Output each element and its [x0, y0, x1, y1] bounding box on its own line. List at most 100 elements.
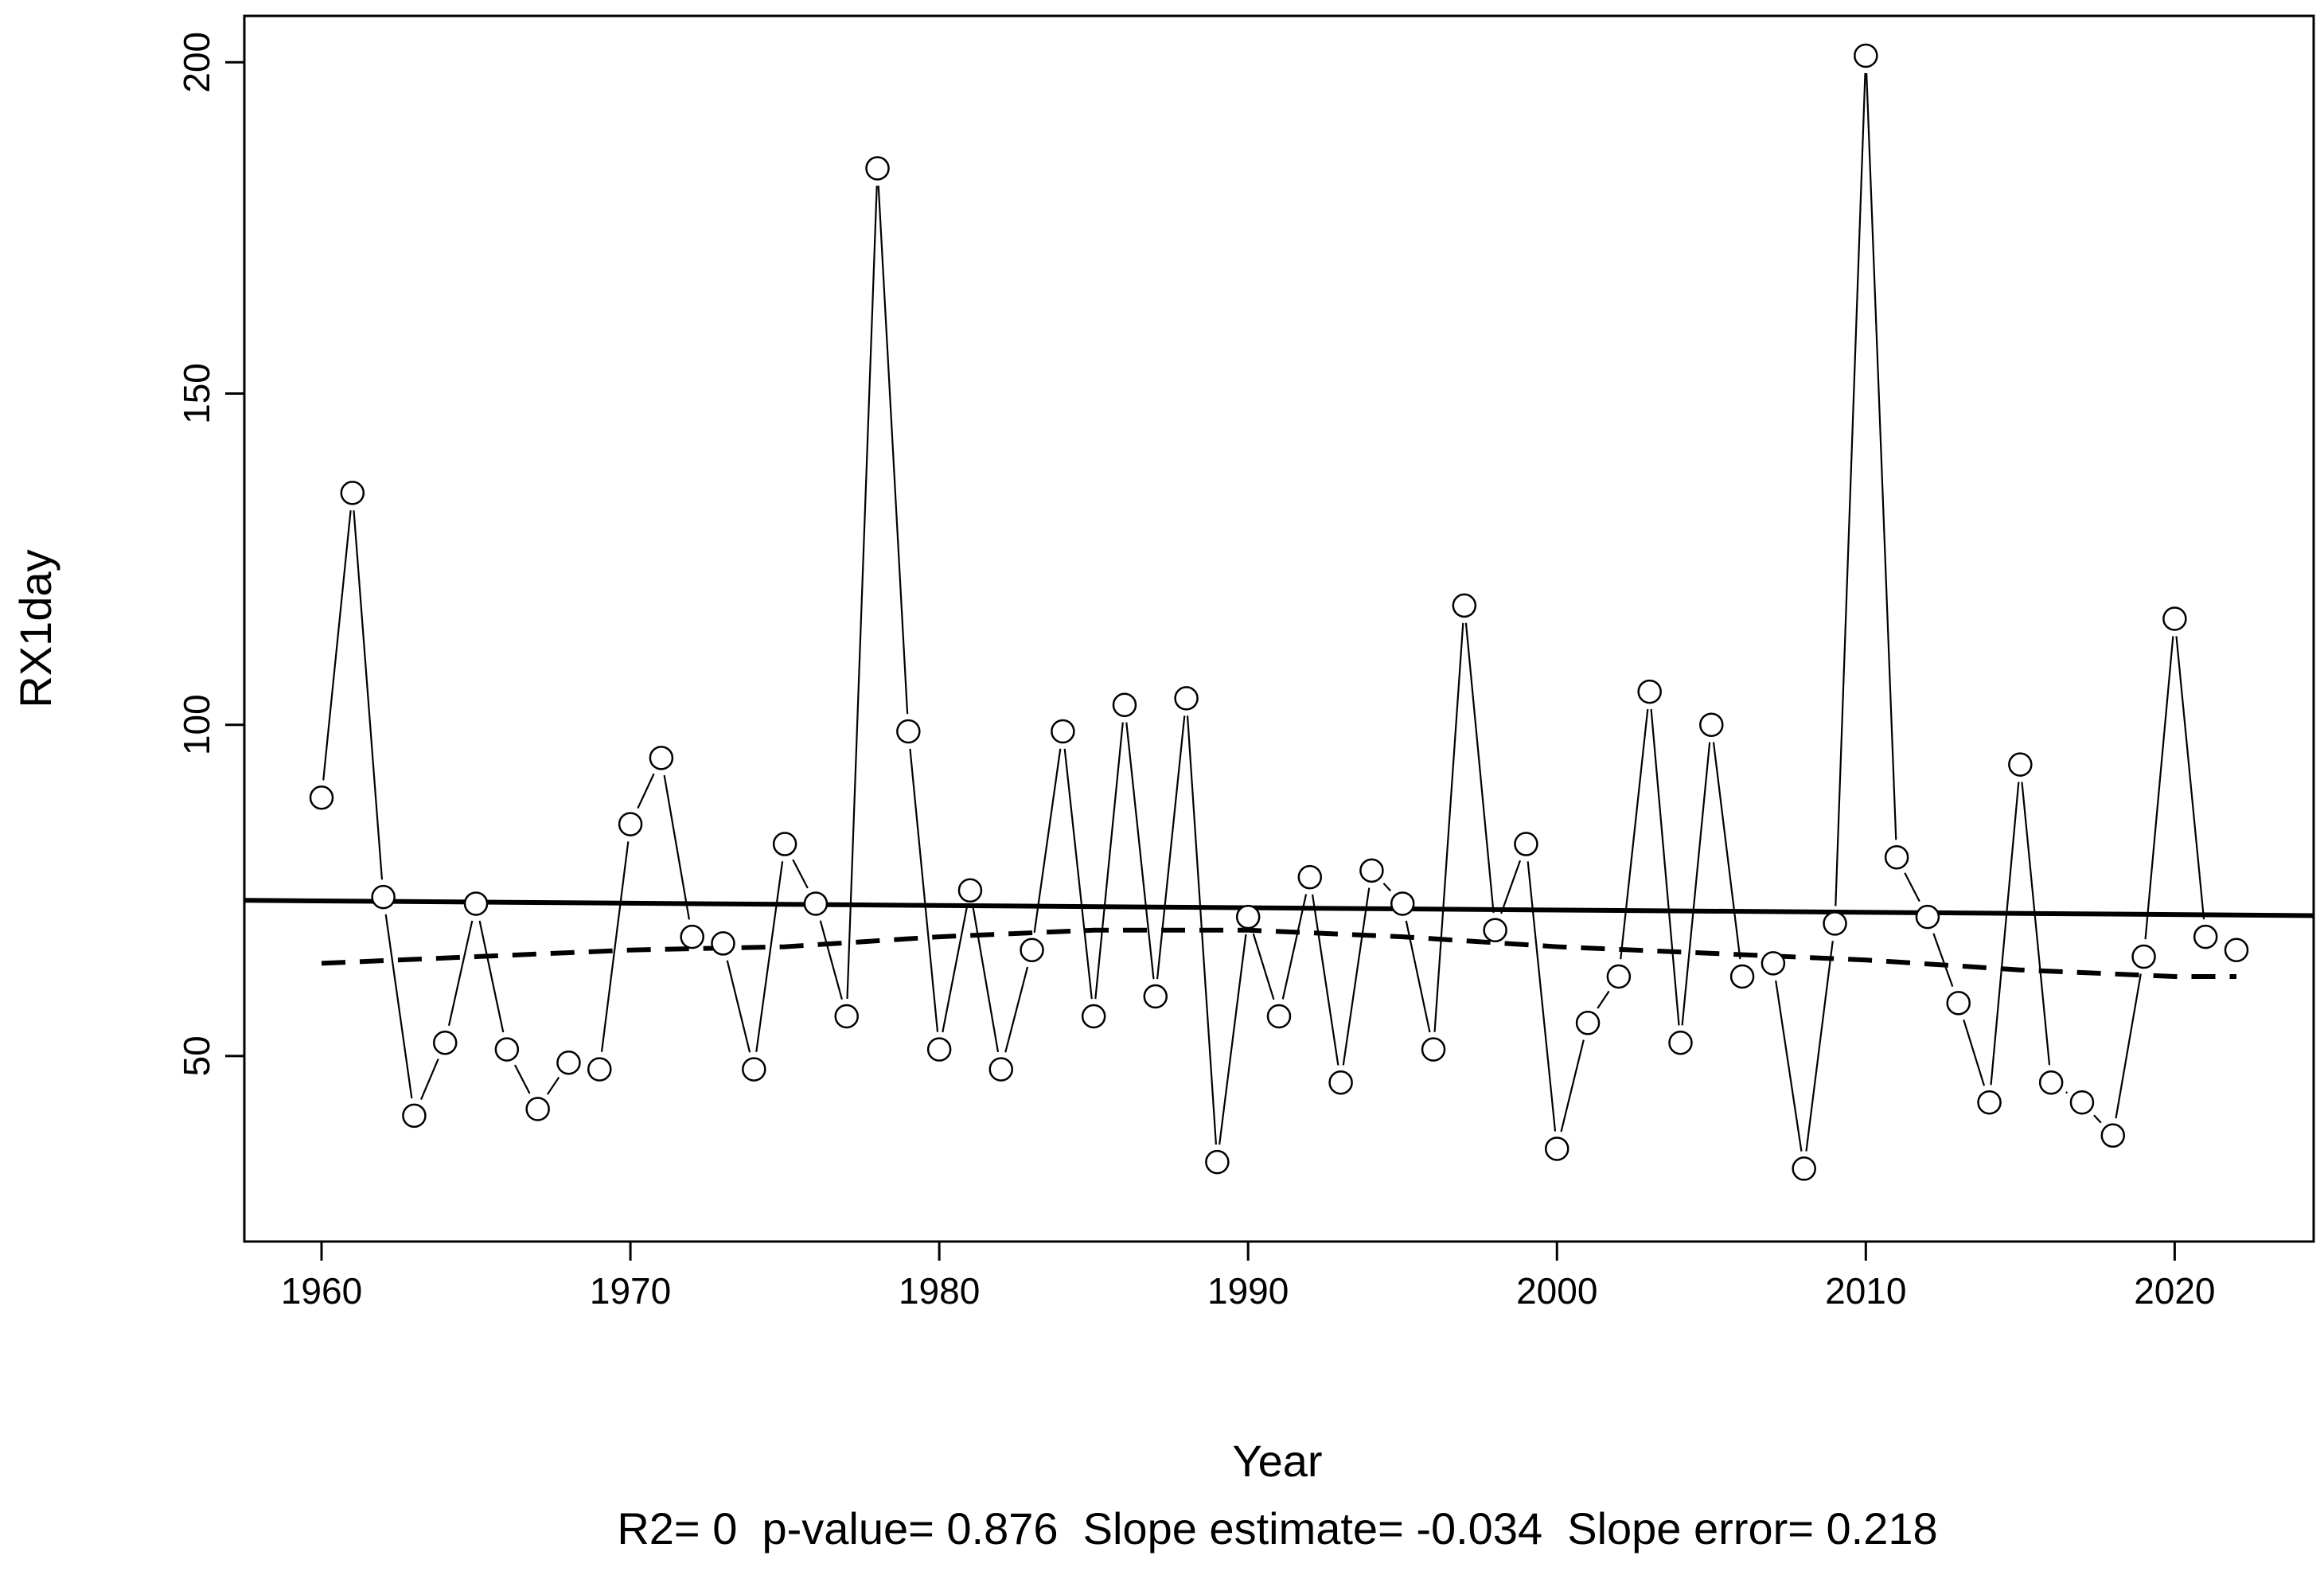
series-segment [384, 914, 413, 1099]
data-point [1452, 593, 1477, 618]
series-segment [877, 185, 909, 715]
stats-summary: R2= 0 p-value= 0.876 Slope estimate= -0.… [617, 1503, 1937, 1554]
series-segment [1125, 722, 1155, 980]
series-segment [942, 907, 968, 1033]
data-point [834, 1004, 859, 1029]
data-point [2193, 924, 2218, 949]
series-segment [546, 1076, 560, 1095]
series-segment [1527, 861, 1557, 1132]
series-segment [1033, 748, 1062, 934]
series-segment [478, 920, 505, 1033]
data-point [896, 719, 921, 744]
series-segment [726, 960, 751, 1053]
series-segment [322, 510, 352, 781]
series-segment [2065, 1091, 2069, 1094]
data-point [1637, 679, 1662, 704]
series-segment [846, 185, 878, 1000]
series-segment [513, 1064, 531, 1094]
series-segment [1775, 980, 1803, 1152]
data-point [742, 1057, 766, 1082]
series-segment [2021, 782, 2051, 1066]
data-point [2008, 752, 2033, 777]
data-point [1174, 686, 1199, 711]
data-point [463, 891, 489, 916]
series-segment [1500, 860, 1522, 914]
x-tick-label: 1960 [281, 1270, 362, 1312]
data-point [525, 1097, 550, 1121]
series-segment [1597, 990, 1610, 1009]
y-tick-label: 200 [176, 32, 217, 93]
x-tick-label: 1980 [899, 1270, 980, 1312]
data-point [1328, 1070, 1353, 1095]
series-segment [1712, 742, 1741, 960]
y-tick-label: 100 [176, 694, 217, 755]
series-segment [1311, 894, 1339, 1066]
data-point [1668, 1031, 1693, 1055]
data-point [1977, 1090, 2002, 1115]
series-segment [2115, 973, 2142, 1119]
x-axis-title: Year [1232, 1436, 1322, 1486]
data-point [556, 1050, 581, 1075]
data-point [494, 1037, 520, 1062]
series-segment [1932, 933, 1954, 987]
data-point [1235, 904, 1261, 930]
data-point [1729, 964, 1755, 989]
data-point [1143, 984, 1168, 1009]
data-point [309, 786, 334, 810]
data-point [2131, 944, 2156, 969]
data-point [2224, 938, 2249, 962]
data-point [1205, 1149, 1230, 1175]
y-axis: 50 100 150 200 [176, 32, 246, 1077]
series-segment [353, 510, 384, 880]
series-segment [1650, 708, 1680, 1026]
data-point [1946, 991, 1971, 1016]
series-segment [637, 773, 655, 809]
data-series [309, 43, 2249, 1181]
x-axis: 1960 1970 1980 1990 2000 2010 2020 [281, 1240, 2216, 1312]
series-segment [663, 774, 691, 920]
series-segment [420, 1058, 439, 1101]
x-tick-label: 2000 [1516, 1270, 1597, 1312]
series-segment [1904, 872, 1920, 903]
series-segment [1094, 722, 1124, 1000]
data-point [2069, 1090, 2095, 1115]
data-point [371, 884, 396, 910]
data-point [1884, 844, 1909, 870]
x-tick-label: 1970 [590, 1270, 671, 1312]
data-point [2162, 606, 2187, 631]
series-segment [600, 841, 630, 1052]
series-segment [909, 748, 939, 1032]
linear-trend-line [244, 898, 2314, 918]
series-segment [1805, 941, 1834, 1152]
data-point [1390, 891, 1415, 916]
data-point [803, 891, 829, 916]
data-point [432, 1031, 458, 1055]
series-segment [1156, 715, 1186, 980]
data-point [2038, 1070, 2064, 1095]
series-segment [2144, 636, 2174, 940]
series-segment [1835, 72, 1866, 906]
smoothed-trend-line [321, 927, 2236, 980]
series-segment [1464, 622, 1495, 913]
series-segment [1620, 708, 1649, 960]
series-segment [1342, 887, 1371, 1066]
data-point [1545, 1136, 1569, 1161]
series-segment [1866, 72, 1897, 840]
data-point [1606, 964, 1632, 989]
data-point [1359, 858, 1384, 883]
data-point [1483, 918, 1507, 943]
series-segment [1681, 742, 1711, 1026]
data-point [680, 924, 704, 949]
plot-frame [243, 14, 2315, 1243]
data-point [865, 156, 890, 181]
data-point [1699, 712, 1724, 737]
data-point [1297, 864, 1323, 890]
data-point [1081, 1004, 1106, 1029]
data-point [649, 746, 674, 770]
data-point [1823, 911, 1847, 936]
data-point [1792, 1156, 1816, 1181]
y-axis-title: RX1day [10, 549, 60, 708]
series-segment [2175, 636, 2205, 920]
series-segment [792, 859, 809, 889]
